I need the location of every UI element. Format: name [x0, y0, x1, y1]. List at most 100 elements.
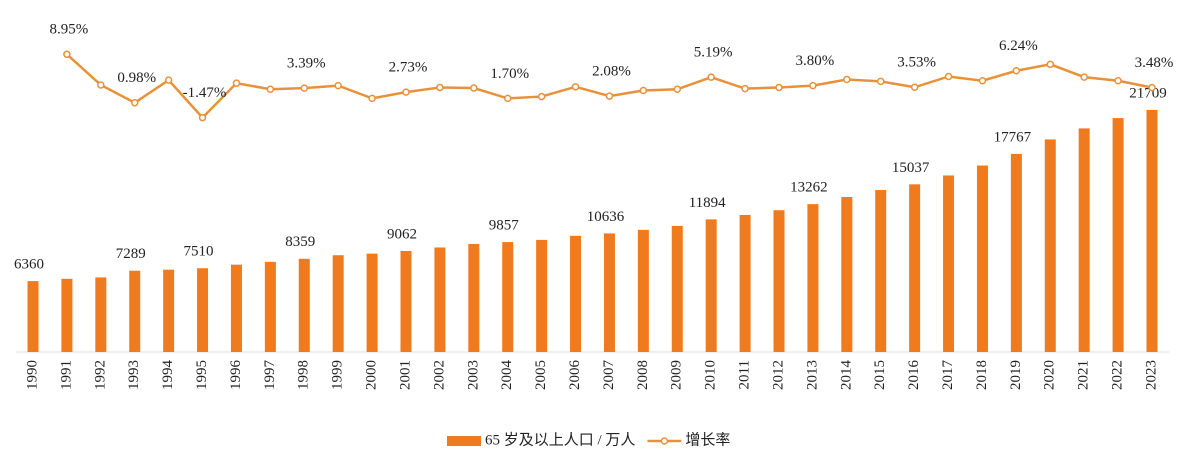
bar-value-label: 9857 [489, 218, 520, 234]
bar-value-label: 8359 [285, 234, 315, 250]
bar [976, 165, 988, 352]
line-marker [876, 77, 885, 86]
x-tick-label: 1995 [194, 360, 210, 390]
x-tick-label: 2022 [1110, 360, 1126, 390]
line-marker [1114, 77, 1122, 85]
legend-label: 增长率 [685, 431, 730, 448]
line-marker [639, 86, 648, 95]
bar [603, 233, 615, 352]
bar-value-label: 9062 [387, 226, 417, 242]
bar [807, 204, 819, 352]
bar [61, 278, 73, 352]
bar [197, 268, 209, 352]
line-marker [809, 81, 817, 90]
line-marker [1046, 60, 1055, 69]
line-marker [673, 85, 682, 94]
line-marker [1148, 83, 1156, 92]
line-marker [571, 83, 580, 91]
line-marker [300, 84, 309, 92]
x-tick-label: 2014 [838, 360, 854, 391]
bar-value-label: 21709 [1129, 85, 1167, 101]
bar [1010, 153, 1022, 352]
bar [841, 196, 853, 352]
bar [536, 239, 548, 352]
x-tick-label: 2001 [397, 360, 413, 390]
bar [298, 258, 310, 352]
x-tick-label: 2005 [533, 360, 549, 390]
x-tick-label: 2018 [974, 360, 990, 390]
bar [468, 243, 480, 352]
line-value-label: 2.08% [592, 64, 631, 80]
x-tick-label: 1997 [262, 360, 278, 391]
line-value-label: 0.98% [117, 70, 156, 86]
x-tick-label: 1994 [160, 360, 176, 391]
line-marker [707, 73, 715, 81]
x-tick-label: 1990 [24, 360, 40, 390]
line-marker [198, 113, 207, 122]
x-tick-label: 2011 [737, 360, 753, 389]
bar-value-label: 7289 [116, 246, 146, 262]
x-tick-label: 2016 [906, 360, 922, 391]
legend-swatch [447, 436, 481, 446]
x-tick-label: 2019 [1008, 360, 1024, 390]
line-value-label: 3.48% [1135, 55, 1174, 71]
x-tick-label: 2012 [770, 360, 786, 390]
bar [434, 247, 446, 352]
x-tick-label: 2021 [1076, 360, 1092, 390]
x-tick-label: 2004 [499, 360, 515, 391]
x-tick-label: 2017 [940, 360, 956, 391]
x-tick-label: 2003 [465, 360, 481, 390]
line-marker [775, 83, 783, 92]
bar [230, 264, 242, 352]
line-marker [978, 77, 987, 85]
line-value-label: 5.19% [694, 45, 733, 61]
line-marker [470, 84, 478, 92]
bar-value-label: 10636 [587, 209, 625, 225]
line-marker [537, 92, 546, 101]
x-tick-label: 1998 [296, 360, 312, 390]
x-tick-label: 2015 [872, 360, 888, 390]
bar [1044, 139, 1056, 352]
line-marker [910, 83, 919, 92]
x-tick-label: 1992 [92, 360, 108, 390]
line-marker [436, 83, 444, 92]
x-tick-label: 2023 [1143, 360, 1159, 390]
bar [943, 175, 955, 352]
line-marker [1080, 73, 1088, 81]
bar [1078, 128, 1090, 352]
bar [129, 270, 141, 352]
line-marker [503, 94, 512, 103]
line-marker [130, 99, 139, 107]
line-value-label: 3.39% [287, 56, 326, 72]
bar-value-label: 11894 [689, 195, 726, 211]
bar [163, 269, 175, 352]
line-marker [368, 94, 376, 103]
x-tick-label: 2006 [567, 360, 583, 391]
bar [366, 253, 378, 352]
bar [400, 250, 412, 352]
bar [773, 210, 785, 352]
bar [909, 184, 921, 352]
line-value-label: 3.53% [897, 55, 936, 71]
line-value-label: 6.24% [999, 38, 1038, 54]
bar [875, 190, 887, 352]
line-value-label: 8.95% [50, 22, 89, 38]
line-marker [63, 50, 71, 59]
x-tick-label: 1993 [126, 360, 142, 390]
line-marker [402, 88, 410, 96]
bar [1112, 118, 1124, 352]
line-marker [97, 81, 105, 89]
line-marker [164, 76, 173, 84]
bar [739, 214, 751, 352]
x-tick-label: 2000 [364, 360, 380, 390]
bar [1146, 109, 1158, 353]
x-tick-label: 1999 [330, 360, 346, 390]
legend-swatch-marker [660, 437, 669, 445]
bar-value-label: 17767 [994, 129, 1032, 145]
line-marker [266, 85, 275, 94]
bar-value-label: 6360 [14, 257, 44, 273]
x-tick-label: 2020 [1042, 360, 1058, 390]
x-tick-label: 2010 [703, 360, 719, 390]
